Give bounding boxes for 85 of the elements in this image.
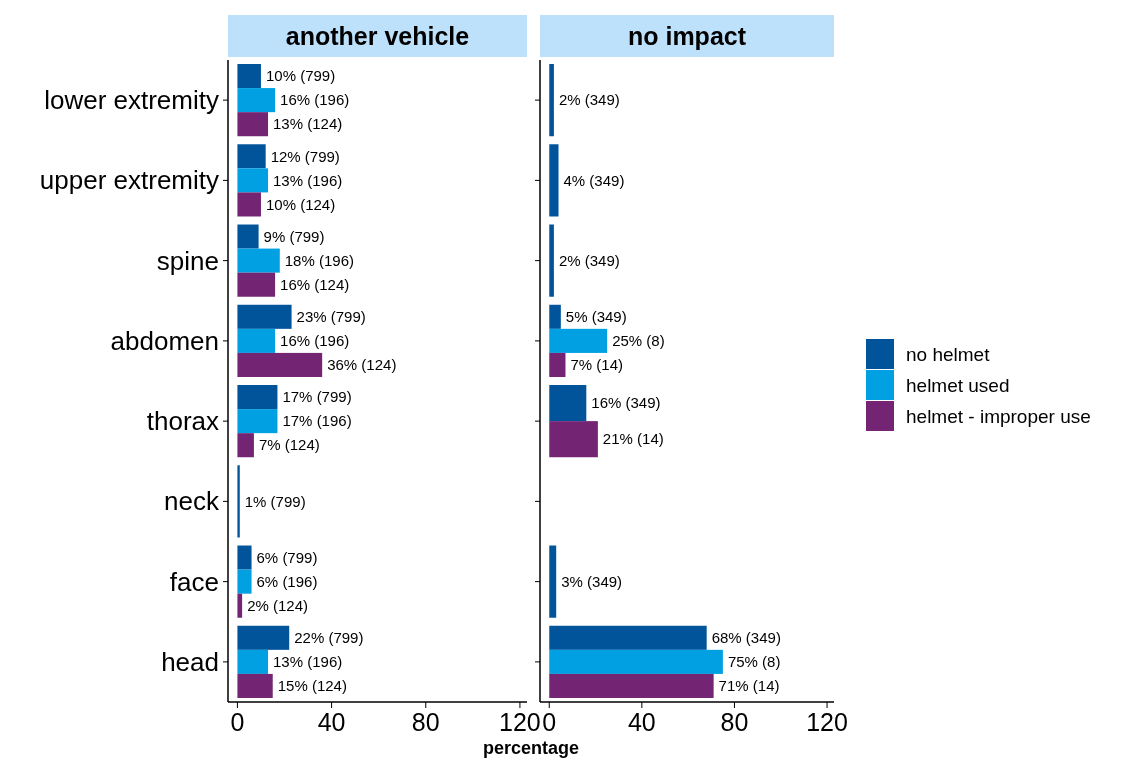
bar bbox=[237, 64, 261, 89]
data-label: 7% (14) bbox=[570, 356, 623, 374]
x-tick-label: 0 bbox=[230, 707, 245, 736]
data-label: 17% (799) bbox=[282, 388, 352, 406]
data-label: 6% (196) bbox=[256, 572, 318, 590]
data-label: 12% (799) bbox=[270, 147, 340, 165]
data-label: 23% (799) bbox=[296, 308, 366, 326]
y-tick-label: head bbox=[161, 646, 219, 677]
bar bbox=[549, 224, 554, 297]
data-label: 36% (124) bbox=[327, 356, 397, 374]
data-label: 3% (349) bbox=[561, 572, 623, 590]
chart-title: no impact bbox=[627, 21, 747, 50]
bar bbox=[549, 144, 559, 217]
y-tick-label: upper extremity bbox=[39, 165, 219, 196]
data-label: 13% (196) bbox=[273, 171, 343, 189]
bar bbox=[237, 248, 280, 273]
bar bbox=[237, 112, 269, 137]
bar bbox=[237, 272, 276, 297]
legend-label: no helmet bbox=[906, 343, 991, 365]
data-label: 13% (196) bbox=[273, 653, 343, 671]
y-tick-label: lower extremity bbox=[44, 85, 219, 116]
bar bbox=[237, 433, 254, 458]
data-label: 17% (196) bbox=[282, 412, 352, 430]
x-axis-title: percentage bbox=[482, 738, 580, 759]
y-tick-label: thorax bbox=[146, 406, 219, 437]
bar bbox=[237, 625, 290, 650]
y-tick-label: spine bbox=[156, 245, 219, 276]
x-tick-label: 40 bbox=[627, 707, 656, 736]
bar bbox=[237, 385, 278, 410]
x-tick-label: 120 bbox=[806, 707, 848, 736]
data-label: 21% (14) bbox=[602, 430, 664, 448]
bar bbox=[237, 304, 292, 329]
bar bbox=[237, 545, 252, 570]
y-tick-label: neck bbox=[164, 486, 220, 517]
bar bbox=[237, 352, 323, 377]
data-label: 25% (8) bbox=[612, 332, 665, 350]
bar bbox=[237, 144, 266, 169]
data-label: 7% (124) bbox=[258, 436, 320, 454]
data-label: 10% (124) bbox=[265, 195, 336, 213]
bar bbox=[237, 673, 273, 698]
x-tick-label: 80 bbox=[411, 707, 440, 736]
data-label: 68% (349) bbox=[711, 629, 781, 647]
bar bbox=[549, 328, 608, 353]
legend-label: helmet used bbox=[906, 374, 1010, 396]
legend-label: helmet - improper use bbox=[906, 405, 1091, 427]
bar bbox=[237, 593, 243, 618]
bar bbox=[237, 192, 261, 217]
bar bbox=[549, 673, 714, 698]
bar bbox=[237, 409, 278, 434]
data-label: 1% (799) bbox=[244, 492, 306, 510]
data-label: 5% (349) bbox=[565, 308, 627, 326]
y-tick-label: abdomen bbox=[110, 325, 219, 356]
data-label: 10% (799) bbox=[265, 67, 336, 85]
x-tick-label: 40 bbox=[317, 707, 346, 736]
chart-title: another vehicle bbox=[285, 21, 470, 50]
x-tick-label: 120 bbox=[499, 707, 541, 736]
data-label: 16% (349) bbox=[591, 394, 661, 412]
bar bbox=[237, 88, 276, 113]
data-label: 2% (349) bbox=[558, 91, 620, 109]
data-label: 18% (196) bbox=[284, 251, 355, 269]
bar bbox=[549, 64, 554, 137]
data-label: 9% (799) bbox=[263, 227, 325, 245]
data-label: 71% (14) bbox=[718, 677, 780, 695]
data-label: 75% (8) bbox=[727, 653, 781, 671]
data-label: 16% (196) bbox=[280, 332, 350, 350]
x-tick-label: 0 bbox=[542, 707, 557, 736]
bar bbox=[237, 168, 269, 193]
bar bbox=[549, 649, 723, 674]
y-tick-label: face bbox=[169, 566, 219, 597]
x-tick-label: 80 bbox=[720, 707, 749, 736]
bar bbox=[237, 649, 269, 674]
data-label: 22% (799) bbox=[294, 629, 364, 647]
data-label: 13% (124) bbox=[273, 115, 343, 133]
data-label: 16% (124) bbox=[280, 275, 350, 293]
bar bbox=[237, 328, 276, 353]
data-label: 2% (349) bbox=[558, 251, 620, 269]
data-label: 15% (124) bbox=[277, 677, 347, 695]
data-label: 6% (799) bbox=[256, 548, 318, 566]
bar bbox=[237, 569, 252, 594]
bar bbox=[549, 545, 557, 618]
data-label: 4% (349) bbox=[563, 171, 625, 189]
data-label: 16% (196) bbox=[280, 91, 350, 109]
bar bbox=[549, 352, 566, 377]
data-label: 2% (124) bbox=[247, 596, 308, 614]
bar bbox=[237, 224, 259, 249]
